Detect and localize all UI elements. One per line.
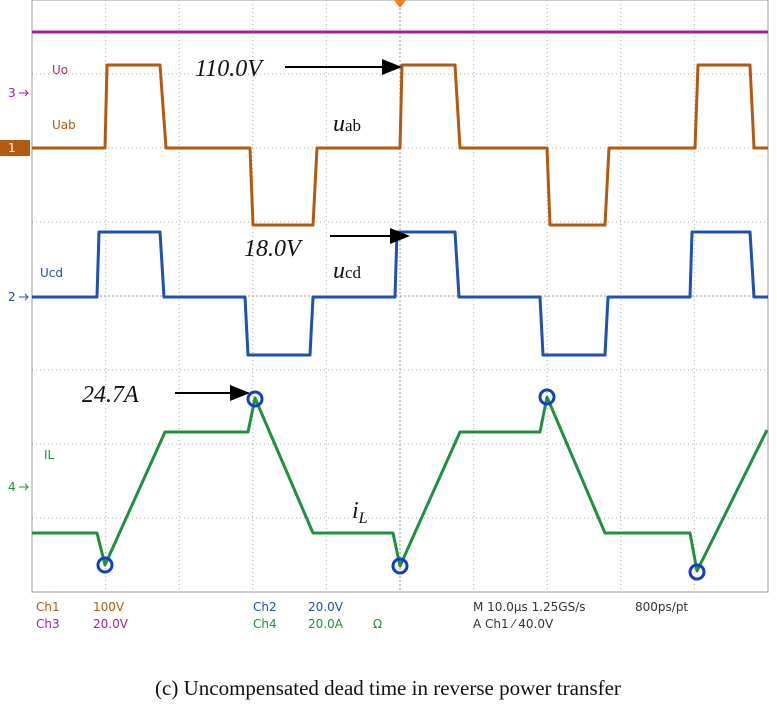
status-bar: Ch1 100V Ch3 20.0V Ch2 20.0V Ch4 20.0A Ω… <box>36 600 688 631</box>
status: 20.0A <box>308 617 344 631</box>
il-wave <box>32 395 769 573</box>
status: 100V <box>93 600 125 614</box>
subscript: cd <box>345 263 362 282</box>
label: Ucd <box>40 266 63 280</box>
status: Ω <box>373 617 382 631</box>
annotation: iL <box>352 498 368 527</box>
marker: 3 <box>8 86 16 100</box>
annotation: uab <box>333 111 361 137</box>
annotations: 110.0V uab 18.0V ucd 24.7A iL <box>82 56 410 527</box>
uab-wave <box>32 63 768 227</box>
subscript: ab <box>345 116 361 135</box>
status: Ch4 <box>253 617 277 631</box>
channel-labels: Uo Uab Ucd IL <box>40 63 76 462</box>
marker: 4 <box>8 480 16 494</box>
status: M 10.0µs 1.25GS/s <box>473 600 586 614</box>
marker: 2 <box>8 290 16 304</box>
label: Uab <box>52 118 76 132</box>
symbol: u <box>333 111 345 137</box>
trigger-marker <box>394 0 406 8</box>
status: A Ch1 ⁄ 40.0V <box>473 617 554 631</box>
annotation: 110.0V <box>195 56 264 82</box>
symbol: u <box>333 258 345 284</box>
caption: (c) Uncompensated dead time in reverse p… <box>155 676 621 700</box>
annotation: 18.0V <box>244 236 303 262</box>
annotation: ucd <box>333 258 362 284</box>
annotation: 24.7A <box>82 382 139 408</box>
status: 20.0V <box>93 617 129 631</box>
marker: 1 <box>8 141 16 155</box>
symbol: i <box>352 498 359 524</box>
label: IL <box>44 448 55 462</box>
status: Ch2 <box>253 600 277 614</box>
ucd-wave <box>32 230 768 357</box>
label: Uo <box>52 63 68 77</box>
status: Ch3 <box>36 617 60 631</box>
status: Ch1 <box>36 600 60 614</box>
status: 20.0V <box>308 600 344 614</box>
subscript: L <box>358 510 368 527</box>
status: 800ps/pt <box>635 600 688 614</box>
channel-markers: 3 1 2 4 <box>0 86 30 494</box>
